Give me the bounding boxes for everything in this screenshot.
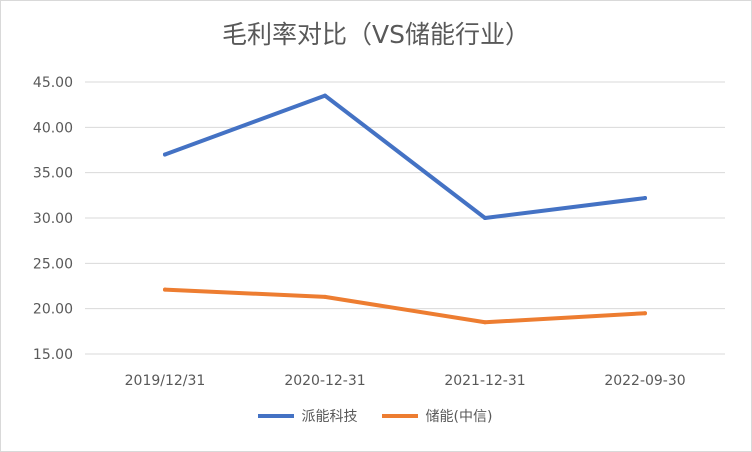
series-1-point-2 <box>483 216 487 220</box>
y-tick-label-5: 40.00 <box>33 120 73 136</box>
legend-swatch-series-2 <box>381 414 418 418</box>
series-2-point-2 <box>483 320 487 325</box>
legend-label-series-1: 派能科技 <box>301 409 358 425</box>
series-2-point-1 <box>323 294 327 299</box>
y-tick-label-0: 15.00 <box>33 347 73 363</box>
legend-item-series-1: 派能科技 <box>257 406 358 426</box>
series-2-point-3 <box>643 311 647 316</box>
y-tick-label-6: 45.00 <box>33 75 73 91</box>
y-tick-label-2: 25.00 <box>33 256 73 272</box>
chart-title: 毛利率对比（VS储能行业） <box>222 20 530 49</box>
y-tick-label-1: 20.00 <box>33 302 73 318</box>
y-tick-label-4: 35.00 <box>33 166 73 182</box>
y-tick-label-3: 30.00 <box>33 211 73 227</box>
x-tick-label-2: 2021-12-31 <box>444 373 525 389</box>
legend-swatch-series-1 <box>257 414 294 418</box>
legend-item-series-2: 储能(中信) <box>381 406 493 426</box>
x-tick-label-3: 2022-09-30 <box>604 373 685 389</box>
series-2-point-0 <box>163 287 167 292</box>
series-1-point-0 <box>163 152 167 157</box>
x-tick-label-1: 2020-12-31 <box>284 373 365 389</box>
chart-legend: 派能科技 储能(中信) <box>0 406 750 426</box>
x-tick-label-0: 2019/12/31 <box>125 373 206 389</box>
series-line-1 <box>163 93 647 220</box>
series-line-2 <box>163 287 647 325</box>
series-1-point-1 <box>323 93 327 98</box>
series-1-point-3 <box>643 196 647 201</box>
legend-label-series-2: 储能(中信) <box>425 409 493 425</box>
